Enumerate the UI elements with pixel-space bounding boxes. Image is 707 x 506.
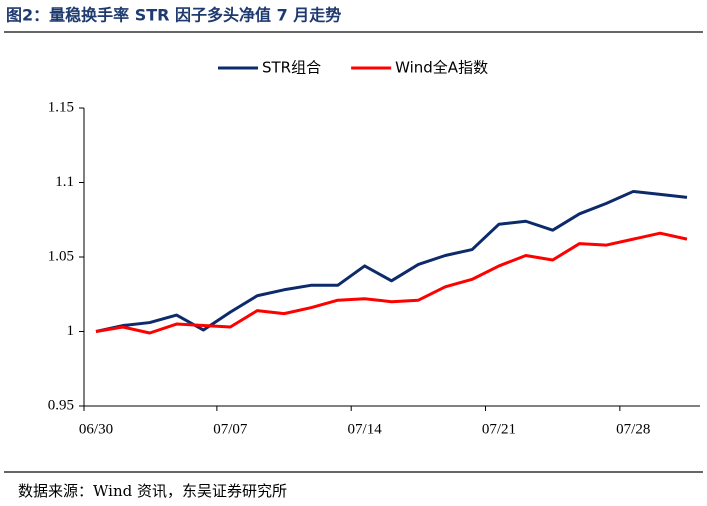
x-tick-label: 07/21 (482, 421, 516, 437)
x-tick-label: 07/14 (348, 421, 383, 437)
y-tick-label: 1 (67, 323, 75, 339)
y-tick-label: 0.95 (48, 397, 74, 413)
source-note: 数据来源：Wind 资讯，东吴证券研究所 (18, 482, 287, 500)
y-tick-label: 1.1 (55, 174, 74, 190)
line-series (95, 189, 688, 333)
legend-label: Wind全A指数 (395, 59, 488, 77)
x-tick-label: 06/30 (79, 421, 113, 437)
y-tick-label: 1.05 (48, 248, 74, 264)
x-tick-label: 07/28 (616, 421, 650, 437)
chart-title: 图2：量稳换手率 STR 因子多头净值 7 月走势 (6, 6, 341, 25)
line-series (95, 231, 688, 335)
x-tick-label: 07/07 (213, 421, 248, 437)
y-tick-label: 1.15 (48, 99, 74, 115)
legend-label: STR组合 (262, 59, 321, 77)
